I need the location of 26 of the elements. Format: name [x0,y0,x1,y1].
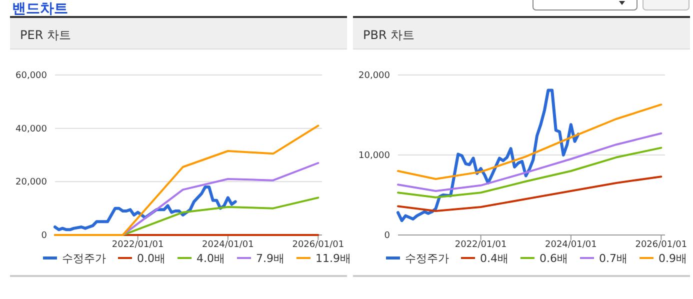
legend-label: 0.9배 [658,252,687,265]
y-tick-label: 20,000 [16,178,48,188]
legend-label: 0.6배 [540,252,568,265]
y-tick-label: 0 [41,231,48,241]
x-tick-label: 2022/01/01 [112,240,164,250]
text: 밴드차트 [12,1,68,17]
y-tick-label: 20,000 [358,71,390,81]
legend-label: 0.0배 [137,252,166,265]
legend-label: 7.9배 [256,252,284,265]
chart-title: PBR 차트 [363,28,415,42]
legend-label: 11.9배 [316,252,351,265]
legend-label: 4.0배 [196,252,225,265]
chart-title: PER 차트 [20,28,71,42]
x-tick-label: 2022/01/01 [454,240,507,250]
legend-label: 0.7배 [599,252,628,265]
legend-label: 수정주가 [405,252,449,265]
legend-label: 0.4배 [480,252,508,265]
x-tick-label: 2026/01/01 [292,240,344,250]
x-tick-label: 2026/01/01 [635,240,688,250]
y-tick-label: 60,000 [16,71,48,81]
x-tick-label: 2024/01/01 [545,240,597,250]
x-tick-label: 2024/01/01 [202,240,254,250]
y-tick-label: 0 [384,231,390,241]
y-tick-label: 10,000 [358,151,390,161]
y-tick-label: 40,000 [16,124,48,134]
legend-label: 수정주가 [62,252,106,265]
